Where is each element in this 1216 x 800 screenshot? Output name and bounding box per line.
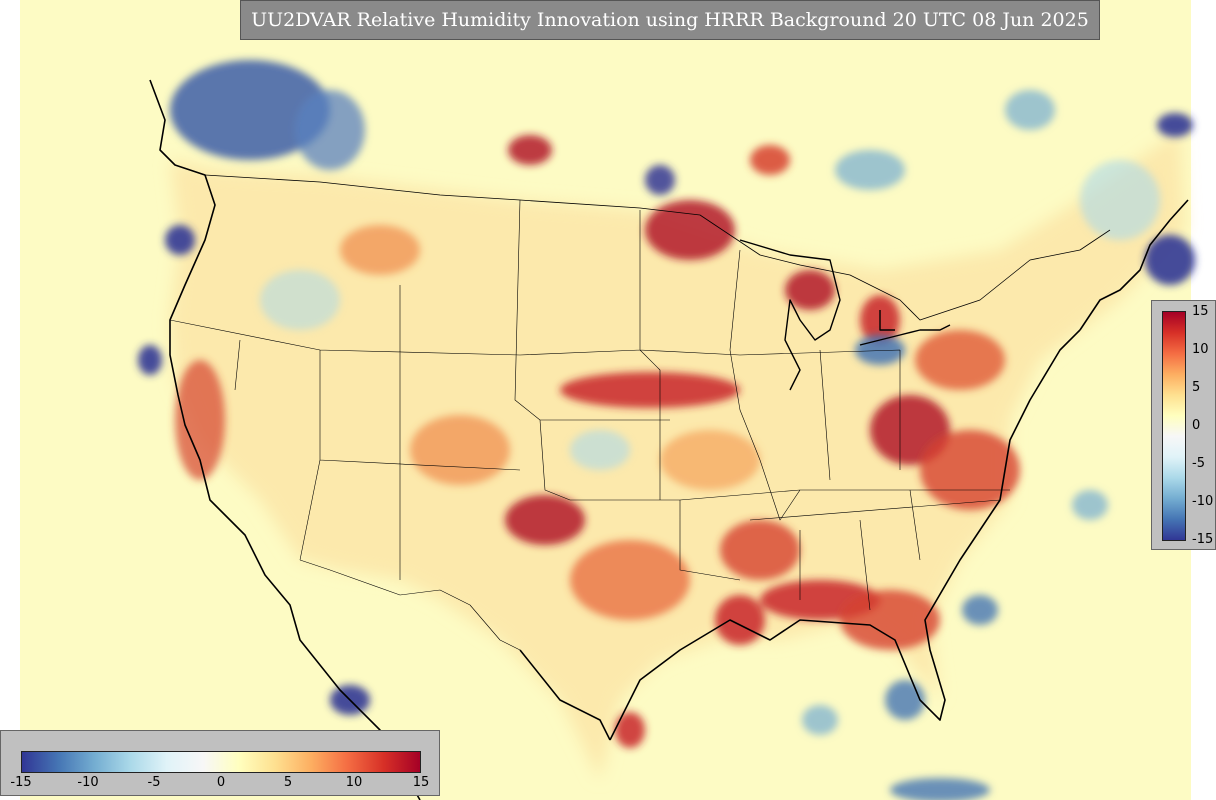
colorbar-vertical-gradient	[1162, 311, 1186, 541]
colorbar-vertical-tick: -10	[1192, 494, 1214, 509]
great-lakes	[739, 239, 951, 391]
us-canada-border	[204, 174, 1111, 321]
colorbar-horizontal-tick: -15	[10, 775, 32, 790]
colorbar-horizontal-tick: -10	[77, 775, 99, 790]
colorbar-vertical-tick: 15	[1192, 304, 1209, 319]
colorbar-horizontal-tick: 5	[283, 775, 293, 790]
colorbar-horizontal: -15 -10 -5 0 5 10 15	[0, 730, 440, 796]
coastline	[149, 79, 421, 800]
colorbar-vertical-tick: 5	[1192, 380, 1201, 395]
map-title: UU2DVAR Relative Humidity Innovation usi…	[240, 0, 1100, 40]
colorbar-horizontal-tick: -5	[147, 775, 161, 790]
colorbar-horizontal-gradient	[21, 751, 421, 773]
mexico-border	[299, 559, 521, 651]
colorbar-vertical: 15 10 5 0 -5 -10 -15	[1151, 300, 1216, 550]
gulf-coast	[519, 329, 1081, 741]
colorbar-vertical-tick: 10	[1192, 342, 1209, 357]
colorbar-vertical-tick: 0	[1192, 418, 1201, 433]
east-coast	[1079, 199, 1189, 331]
colorbar-horizontal-tick: 15	[412, 775, 430, 790]
colorbar-horizontal-tick: 0	[216, 775, 226, 790]
state-lines	[169, 199, 1010, 611]
colorbar-vertical-tick: -15	[1192, 532, 1214, 547]
colorbar-vertical-tick: -5	[1192, 456, 1205, 471]
colorbar-horizontal-tick: 10	[345, 775, 363, 790]
map-boundaries	[149, 79, 1189, 800]
